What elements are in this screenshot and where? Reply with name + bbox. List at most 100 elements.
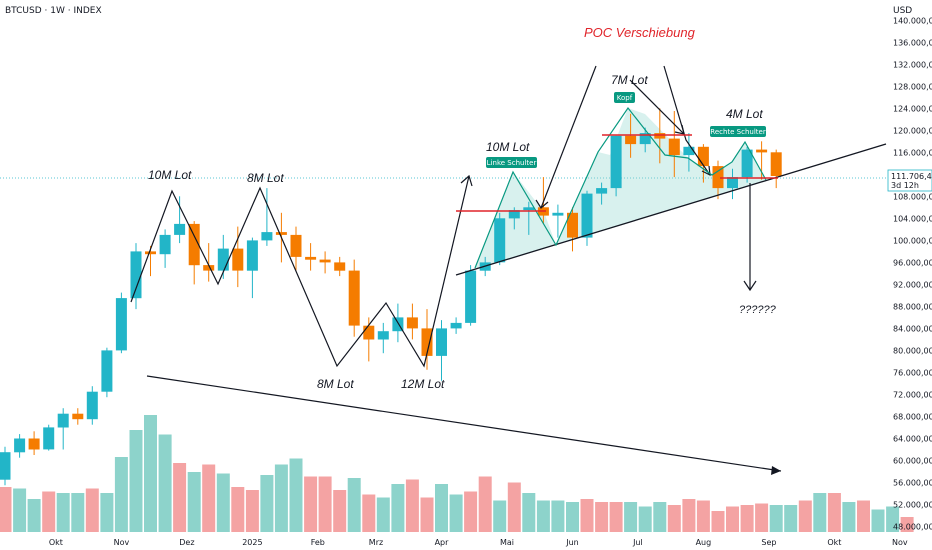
candle-body	[290, 234, 302, 257]
candle-body	[712, 166, 724, 189]
candle	[450, 317, 462, 334]
candle-body	[115, 298, 127, 351]
candle-body	[72, 413, 84, 420]
candle-body	[508, 210, 520, 219]
candle-body	[436, 328, 447, 356]
candle-body	[28, 438, 40, 450]
y-tick-label: 132.000,00	[893, 60, 932, 69]
candle	[319, 251, 331, 274]
candle-body	[567, 212, 578, 238]
volume-bar	[857, 500, 870, 532]
volume-bar	[886, 506, 900, 532]
volume-bar	[638, 506, 652, 532]
volume-bar	[522, 493, 536, 532]
arrow-down-right-head	[701, 165, 711, 177]
candle	[654, 108, 666, 164]
x-tick-label: Nov	[114, 538, 130, 547]
volume-bar	[827, 493, 841, 532]
y-tick-label: 128.000,00	[893, 82, 932, 91]
candle	[159, 229, 171, 268]
candle	[610, 135, 622, 197]
candle	[28, 431, 40, 455]
candle-body	[610, 135, 622, 189]
y-tick-label: 48.000,00	[893, 523, 932, 532]
candle	[465, 265, 477, 326]
x-tick-label: Jul	[632, 538, 643, 547]
candle	[377, 322, 389, 354]
candle-body	[770, 152, 782, 176]
y-tick-label: 80.000,00	[893, 346, 932, 355]
candle-body	[727, 177, 738, 189]
volume-bar	[769, 505, 783, 532]
label-question: ??????	[739, 304, 777, 316]
volume-bar	[318, 476, 332, 532]
y-tick-label: 60.000,00	[893, 457, 932, 466]
label-4m-lot: 4M Lot	[726, 107, 763, 121]
candle-body	[392, 317, 404, 332]
x-tick-label: Apr	[435, 538, 450, 547]
volume-bar	[798, 500, 812, 532]
volume-bar	[711, 511, 725, 532]
x-tick-label: Sep	[761, 538, 776, 547]
x-tick-label: Jun	[565, 538, 579, 547]
candle	[668, 111, 680, 178]
svg-text:Rechte Schulter: Rechte Schulter	[710, 128, 766, 136]
x-tick-label: Aug	[696, 538, 712, 547]
volume-bar	[245, 490, 259, 532]
volume-bar	[609, 502, 623, 532]
volume-bar	[391, 484, 405, 532]
x-tick-label: Nov	[892, 538, 908, 547]
candle-body	[625, 135, 637, 145]
x-tick-label: Okt	[827, 538, 841, 547]
symbol-title: BTCUSD · 1W · INDEX	[5, 6, 102, 16]
label-10m-lot-right: 10M Lot	[486, 140, 530, 154]
volume-bar	[536, 500, 550, 532]
candle-body	[174, 223, 186, 235]
candle-body	[552, 212, 564, 216]
volume-bar	[784, 505, 798, 532]
candle	[290, 226, 302, 271]
volume-bar	[682, 499, 696, 532]
candle-body	[377, 331, 389, 340]
candle-body	[639, 133, 651, 145]
y-tick-label: 96.000,00	[893, 258, 932, 267]
zigzag-poc-right	[663, 65, 711, 176]
candle	[421, 309, 433, 370]
y-tick-label: 68.000,00	[893, 412, 932, 421]
volume-bar	[231, 487, 245, 532]
candle	[494, 212, 506, 266]
volume-bar	[202, 464, 216, 532]
time-axis: Okt Nov Dez 2025 Feb Mrz Apr Mai Jun Jul Aug Sep Okt…	[49, 538, 908, 547]
volume-bar	[595, 502, 609, 532]
svg-text:111.706,42: 111.706,42	[891, 172, 932, 181]
candle	[203, 243, 215, 282]
candle-body	[654, 133, 666, 139]
volume-bar	[667, 505, 681, 532]
y-tick-label: 104.000,00	[893, 214, 932, 223]
volume-bar	[71, 493, 85, 532]
down-projection-head	[743, 280, 757, 292]
candle-body	[232, 248, 244, 271]
x-tick-label: 2025	[242, 538, 262, 547]
tag-left-shoulder: Linke Schulter	[486, 157, 537, 168]
candle-body	[217, 248, 229, 271]
volume-bar	[187, 472, 201, 532]
candle-body	[203, 265, 215, 271]
candle	[14, 434, 26, 458]
volume-bar	[42, 491, 56, 532]
volume-trendline	[146, 375, 782, 472]
volume-bar	[158, 434, 172, 532]
candle	[436, 320, 447, 381]
candle	[639, 127, 651, 153]
candle	[72, 408, 84, 425]
volume-bar	[347, 478, 361, 532]
label-12m-lot: 12M Lot	[401, 377, 445, 391]
candle	[305, 243, 317, 271]
candle-body	[14, 438, 26, 453]
volume-bar	[696, 500, 710, 532]
wedge-shading	[456, 108, 766, 275]
volume-bar	[333, 490, 347, 532]
y-tick-label: 100.000,00	[893, 236, 932, 245]
candle	[334, 256, 346, 277]
